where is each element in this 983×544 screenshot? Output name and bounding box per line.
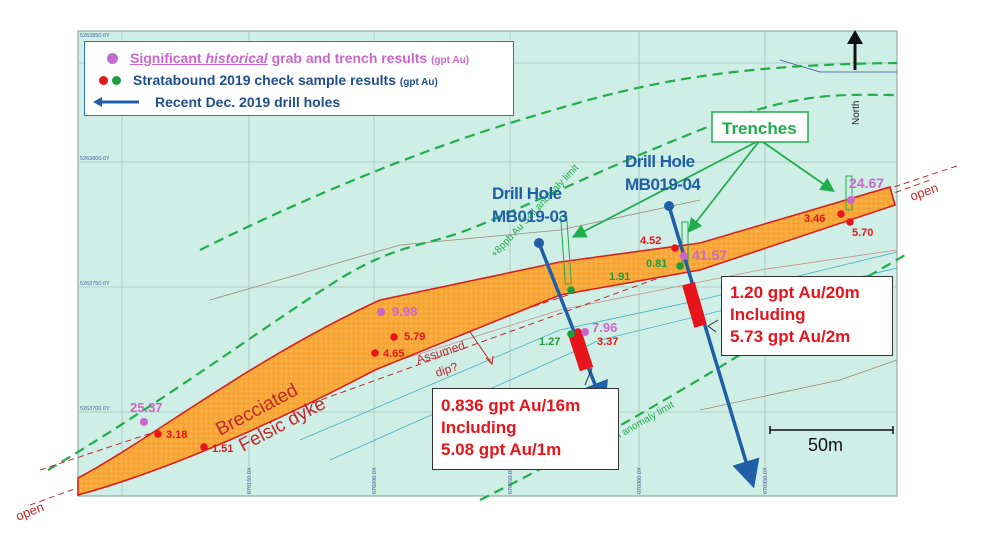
- legend-check-text: Stratabound 2019 check sample results: [133, 72, 396, 88]
- easting-label: 670300.0X: [637, 467, 643, 494]
- northing-label: 5263750.0Y: [80, 281, 110, 287]
- historical-value: 25.37: [130, 400, 163, 415]
- intercept-mb019-03: [568, 332, 594, 372]
- assumed-dip-line2: dip?: [434, 359, 460, 379]
- historical-samples: 25.37 9.98 7.96 41.57 24.67: [130, 175, 884, 426]
- check-samples: 3.18 1.51 5.79 4.65 3.37 1.27 1.91 4.52 …: [154, 210, 873, 455]
- check-value: 5.79: [404, 331, 425, 343]
- green-dot-icon: [112, 75, 121, 85]
- check-value: 3.18: [166, 429, 187, 441]
- legend-historical-label: Significant historical grab and trench r…: [130, 50, 469, 66]
- historical-value: 9.98: [392, 304, 417, 319]
- historical-sample-point: [581, 328, 589, 336]
- easting-label: 670250.0X: [508, 467, 514, 494]
- legend-check-unit: (gpt Au): [399, 77, 438, 88]
- historical-sample-point: [377, 308, 385, 316]
- soil-anomaly-limit-top: [199, 61, 898, 251]
- result-box-line: 5.08 gpt Au/1m: [441, 440, 562, 459]
- easting-label: 670150.0X: [247, 467, 253, 494]
- check-sample-red: [200, 443, 208, 451]
- check-value: 4.52: [640, 235, 661, 247]
- legend-drill-label: Recent Dec. 2019 drill holes: [155, 94, 341, 110]
- check-sample-green: [567, 330, 575, 338]
- trenches-label-box: [711, 111, 809, 143]
- drill-hole-mb019-03-trace: [537, 242, 608, 411]
- result-box-line: 5.73 gpt Au/2m: [730, 327, 851, 346]
- legend-check-label: Stratabound 2019 check sample results (g…: [133, 72, 438, 88]
- northing-label: 5263850.0Y: [80, 33, 110, 39]
- trenches-label: Trenches: [722, 119, 797, 138]
- northing-label: 5263700.0Y: [80, 406, 110, 412]
- legend-historical-unit: (gpt Au): [431, 55, 470, 66]
- result-box-mb019-03: 0.836 gpt Au/16m Including 5.08 gpt Au/1…: [432, 388, 619, 470]
- drill-hole-mb019-04-trace: [667, 205, 760, 489]
- result-box-line: Including: [441, 418, 517, 437]
- red-dot-icon: [99, 75, 108, 85]
- check-value: 1.27: [539, 336, 560, 348]
- result-box-line: 0.836 gpt Au/16m: [441, 396, 581, 415]
- north-arrow: North: [847, 30, 863, 125]
- result-leader-03: [584, 367, 593, 386]
- legend: Significant historical grab and trench r…: [84, 41, 514, 116]
- check-sample-red: [671, 244, 679, 252]
- check-value: 1.91: [609, 271, 630, 283]
- northing-label: 5263800.0Y: [80, 156, 110, 162]
- drill-hole-04-line2: MB019-04: [625, 175, 701, 194]
- historical-dot-icon: [107, 52, 118, 64]
- check-value: 0.81: [646, 258, 667, 270]
- check-sample-red: [837, 210, 845, 218]
- drill-hole-03-line2: MB019-03: [492, 207, 567, 226]
- easting-label: 670200.0X: [372, 467, 378, 494]
- scale-bar-label: 50m: [808, 435, 843, 455]
- check-sample-red: [390, 333, 398, 341]
- check-sample-red: [154, 430, 162, 438]
- result-leader-04: [707, 319, 719, 333]
- historical-value: 7.96: [592, 320, 617, 335]
- result-box-line: 1.20 gpt Au/20m: [730, 283, 860, 302]
- check-sample-red: [846, 218, 854, 226]
- legend-row-check: Stratabound 2019 check sample results (g…: [85, 70, 438, 90]
- historical-sample-point: [140, 418, 148, 426]
- legend-historical-suffix: grab and trench results: [267, 50, 428, 66]
- result-box-mb019-04: 1.20 gpt Au/20m Including 5.73 gpt Au/2m: [721, 276, 893, 356]
- check-value: 3.37: [597, 336, 618, 348]
- trenches-pointers: [571, 139, 835, 238]
- historical-value: 41.57: [692, 247, 727, 263]
- historical-sample-point: [847, 196, 855, 204]
- legend-historical-italic: historical: [205, 50, 268, 66]
- drill-collar-mb019-03: [534, 238, 544, 248]
- check-value: 3.46: [804, 213, 825, 225]
- open-label-left: open: [14, 499, 46, 524]
- soil-anomaly-limit-upper: [47, 93, 898, 471]
- historical-value: 24.67: [849, 175, 884, 191]
- check-value: 1.51: [212, 443, 233, 455]
- drill-arrow-icon: [93, 97, 139, 107]
- check-sample-red: [371, 349, 379, 357]
- drill-collar-mb019-04: [664, 201, 674, 211]
- drill-hole-03-line1: Drill Hole: [492, 184, 562, 203]
- legend-row-historical: Significant historical grab and trench r…: [85, 48, 469, 68]
- check-value: 4.65: [383, 348, 404, 360]
- easting-label: 670350.0X: [763, 467, 769, 494]
- check-sample-green: [567, 286, 575, 294]
- check-sample-red: [574, 328, 582, 336]
- check-value: 5.70: [852, 227, 873, 239]
- felsic-dyke: [77, 186, 896, 497]
- legend-row-drill: Recent Dec. 2019 drill holes: [85, 92, 340, 112]
- scale-bar: 50m: [769, 426, 894, 455]
- north-label: North: [851, 101, 862, 125]
- legend-historical-prefix: Significant: [130, 50, 206, 66]
- drill-hole-04-line1: Drill Hole: [625, 152, 695, 171]
- result-box-line: Including: [730, 305, 806, 324]
- open-label-right: open: [908, 180, 940, 204]
- assumed-dip-arrow: [469, 331, 494, 366]
- intercept-mb019-04: [682, 281, 707, 328]
- check-sample-green: [676, 262, 684, 270]
- historical-sample-point: [680, 252, 688, 260]
